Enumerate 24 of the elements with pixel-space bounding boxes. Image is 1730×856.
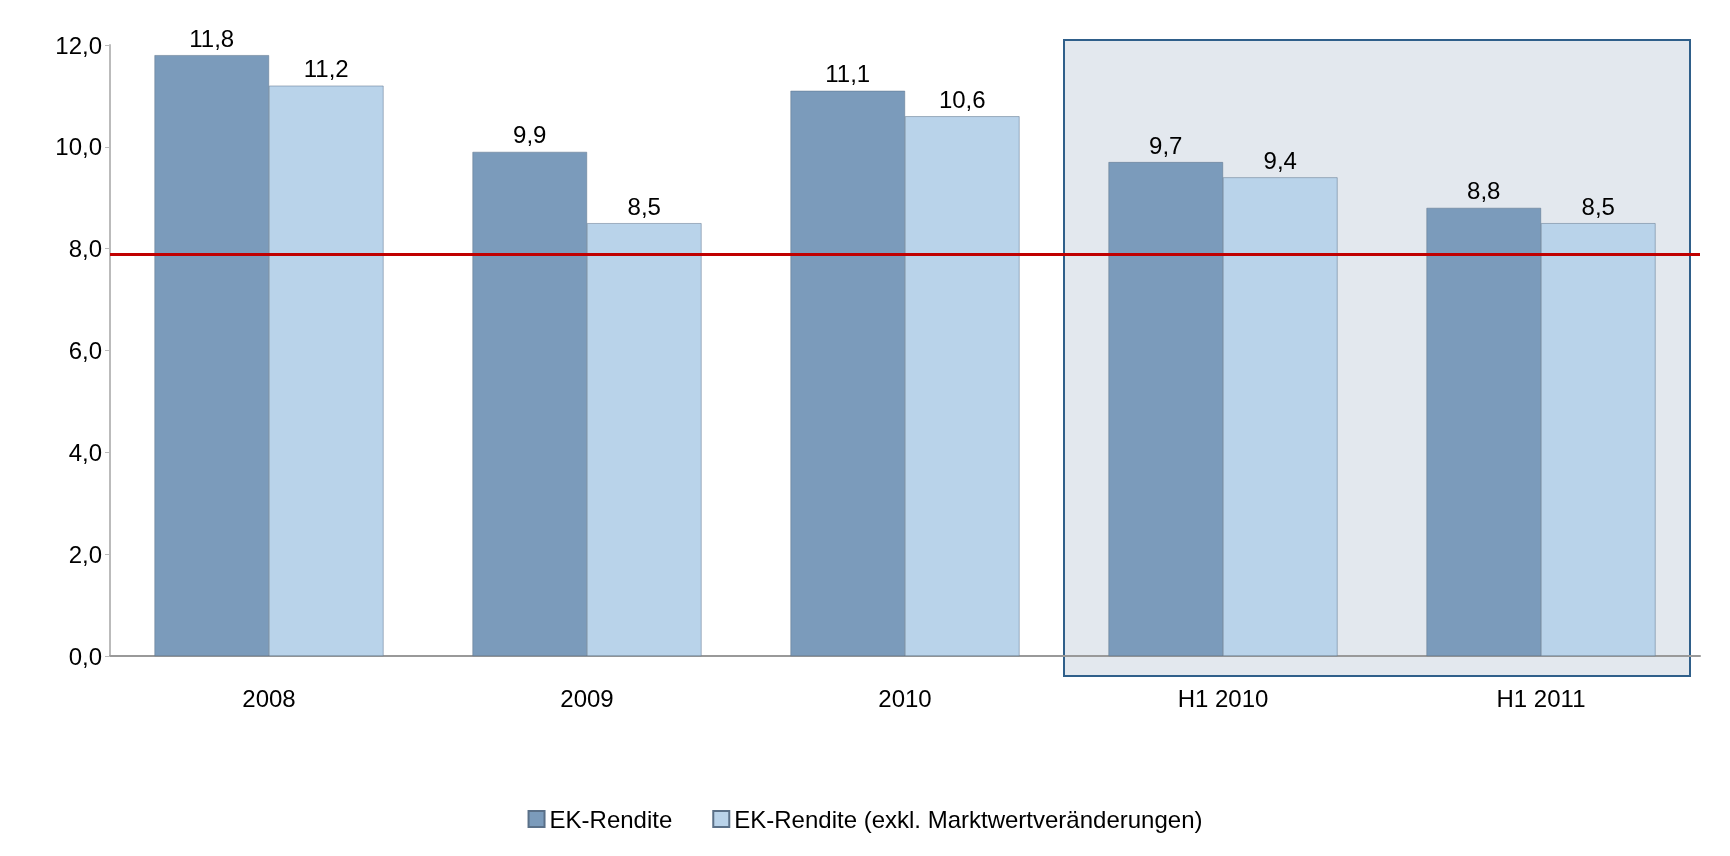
data-label: 11,8 [189, 24, 235, 52]
y-tick-label: 2,0 [68, 540, 102, 568]
data-label: 11,2 [303, 55, 349, 83]
data-label: 9,4 [1263, 146, 1297, 174]
data-label: 9,7 [1149, 131, 1183, 159]
y-tick-label: 12,0 [55, 31, 102, 59]
x-tick-label: 2009 [560, 684, 614, 712]
y-tick-label: 8,0 [68, 235, 102, 263]
x-tick-label: H1 2010 [1177, 684, 1269, 712]
data-label: 11,1 [825, 60, 871, 88]
y-tick-label: 0,0 [68, 642, 102, 670]
legend-label: EK-Rendite [549, 805, 673, 833]
y-tick-label: 6,0 [68, 337, 102, 364]
data-label: 8,5 [1581, 192, 1615, 220]
x-tick-label: H1 2011 [1496, 684, 1586, 712]
legend-label: EK-Rendite (exkl. Marktwertveränderungen) [734, 805, 1203, 833]
x-tick-label: 2010 [878, 684, 932, 712]
y-tick-label: 10,0 [55, 133, 102, 161]
x-tick-label: 2008 [242, 684, 296, 712]
data-label: 10,6 [938, 85, 986, 113]
data-label: 8,8 [1467, 177, 1501, 205]
data-label: 8,5 [627, 192, 661, 220]
y-tick-label: 4,0 [68, 438, 102, 466]
data-label: 9,9 [513, 121, 547, 149]
